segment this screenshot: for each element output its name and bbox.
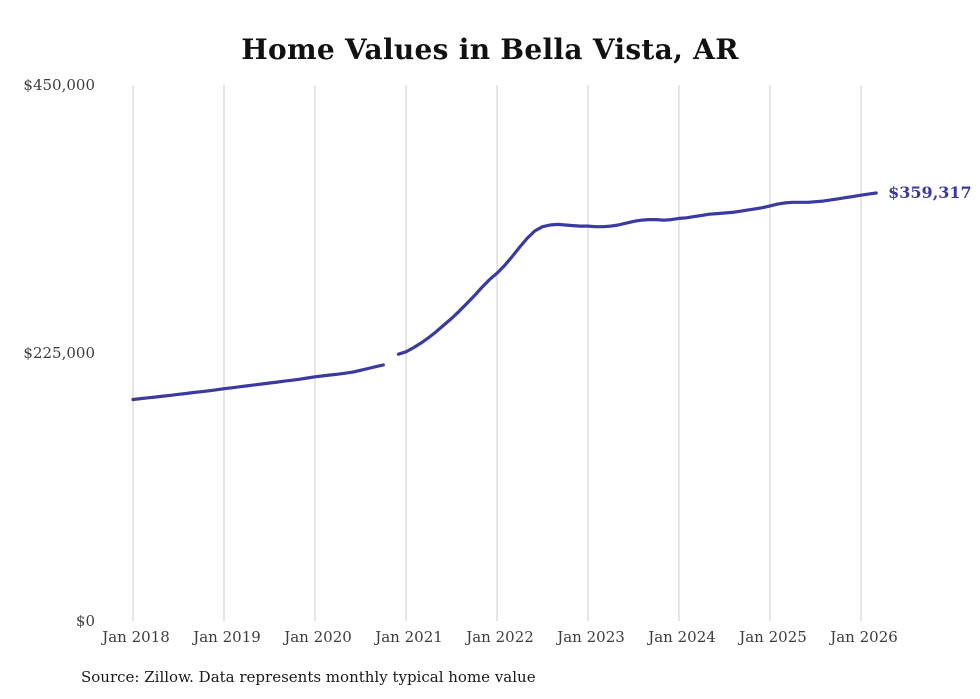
- x-tick-label: Jan 2019: [191, 628, 261, 646]
- y-tick-label: $450,000: [23, 76, 95, 94]
- home-values-line-chart: Jan 2018 Jan 2019 Jan 2020 Jan 2021 Jan 2022…: [23, 76, 972, 646]
- x-tick-label: Jan 2021: [373, 628, 443, 646]
- home-value-line: [131, 191, 878, 402]
- x-tick-label: Jan 2020: [282, 628, 352, 646]
- x-tick-label: Jan 2025: [737, 628, 807, 646]
- y-tick-label: $225,000: [23, 344, 95, 362]
- chart-title: Home Values in Bella Vista, AR: [241, 33, 739, 66]
- latest-value-label: $359,317: [888, 183, 972, 202]
- x-tick-label: Jan 2024: [646, 628, 716, 646]
- y-tick-label: $0: [76, 612, 95, 630]
- x-tick-label: Jan 2026: [828, 628, 898, 646]
- x-tick-label: Jan 2022: [464, 628, 534, 646]
- source-note: Source: Zillow. Data represents monthly …: [81, 668, 536, 686]
- x-tick-label: Jan 2023: [555, 628, 625, 646]
- x-tick-label: Jan 2018: [100, 628, 170, 646]
